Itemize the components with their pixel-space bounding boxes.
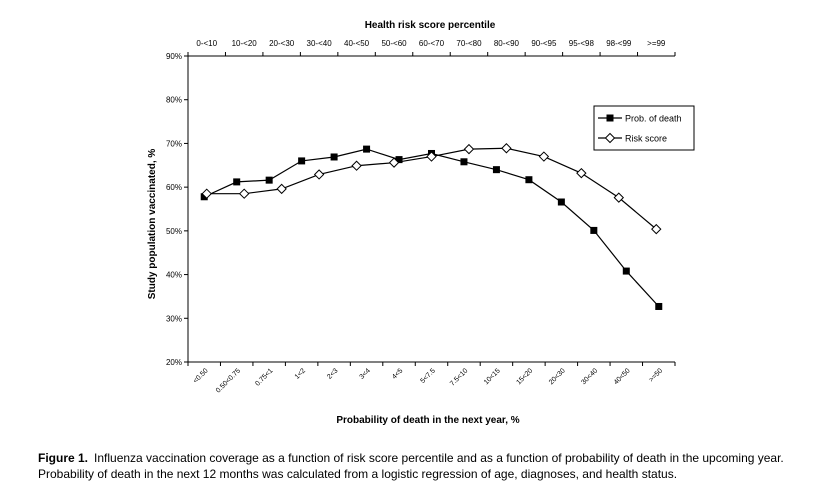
risk-score-data-point [313,169,325,180]
prob-of-death-data-point [265,176,273,184]
chart-legend: Prob. of death Risk score [593,105,695,151]
figure-caption: Figure 1. Influenza vaccination coverage … [38,450,808,482]
y-tick-label: 40% [166,271,182,280]
bottom-tick-label: 3<4 [359,367,372,380]
prob-of-death-data-point [525,176,533,184]
chart-ticks-layer: 20% 30% 40% 50% 60% 70% 80% 90% <0.50 0.50<0.75 0.… [166,39,676,395]
legend-label-prob-of-death: Prob. of death [625,114,682,124]
risk-score-data-point [238,188,250,199]
top-tick-label: 40-<50 [344,39,370,48]
legend-marker-risk-score [604,132,616,144]
y-axis-label: Study population vaccinated, % [147,149,158,300]
bottom-tick-label: 30<40 [580,367,599,386]
risk-score-data-point [426,151,437,162]
top-tick-label: 80-<90 [494,39,520,48]
bottom-tick-label: 0.75<1 [254,367,274,387]
bottom-tick-label: 15<20 [515,367,534,386]
top-tick-label: 95-<98 [569,39,595,48]
top-tick-label: 20-<30 [269,39,295,48]
line-chart: 20% 30% 40% 50% 60% 70% 80% 90% <0.50 0.50<0.75 0.… [147,20,695,426]
risk-score-data-point [276,183,287,195]
bottom-tick-label: 20<30 [548,367,567,386]
y-tick-label: 80% [166,96,182,105]
prob-of-death-data-point [460,158,468,166]
y-tick-label: 70% [166,139,182,148]
y-tick-label: 20% [166,358,182,367]
risk-score-data-point [388,157,400,168]
y-tick-label: 60% [166,183,182,192]
prob-of-death-data-point [655,302,663,310]
legend-label-risk-score: Risk score [625,134,667,144]
risk-score-data-point [538,151,550,162]
bottom-tick-label: 0.50<0.75 [215,367,242,394]
prob-of-death-data-point [233,178,241,186]
top-tick-label: 60-<70 [419,39,445,48]
prob-of-death-data-point [298,157,306,165]
legend-box [593,105,695,151]
prob-of-death-data-point [395,156,403,164]
prob-of-death-data-point [622,267,630,275]
y-tick-label: 90% [166,52,182,61]
prob-of-death-data-point [590,226,598,234]
prob-of-death-data-point [330,153,338,161]
risk-score-data-point [463,143,475,155]
risk-score-data-point [576,167,587,179]
risk-score-data-point [201,188,212,199]
bottom-tick-label: 40<50 [613,367,632,386]
top-tick-label: 30-<40 [307,39,333,48]
bottom-tick-label: <0.50 [192,367,210,385]
prob-of-death-data-point [200,193,208,201]
top-tick-label: 50-<60 [381,39,407,48]
chart-axes [187,55,675,363]
top-tick-label: 0-<10 [196,39,217,48]
top-tick-label: >=99 [647,39,666,48]
bottom-tick-label: 10<15 [483,367,502,386]
bottom-axis-label: Probability of death in the next year, % [336,415,519,426]
top-axis-label: Health risk score percentile [365,20,496,31]
y-tick-label: 30% [166,314,182,323]
risk-score-data-point [501,143,512,154]
risk-score-data-point [351,160,362,171]
bottom-tick-label: 5<7.5 [419,367,437,385]
bottom-tick-label: 1<2 [294,367,307,380]
bottom-tick-label: 2<3 [326,367,339,380]
top-tick-label: 98-<99 [606,39,632,48]
y-tick-label: 50% [166,227,182,236]
prob-of-death-data-point [557,198,565,206]
top-tick-label: 90-<95 [531,39,557,48]
risk-score-data-point [651,223,662,235]
chart-series-layer [200,143,663,310]
bottom-tick-label: >=50 [648,367,664,383]
figure-caption-text: Influenza vaccination coverage as a func… [38,451,784,481]
risk-score-data-point [613,192,625,203]
prob-of-death-data-point [363,145,371,153]
top-tick-label: 70-<80 [456,39,482,48]
bottom-tick-label: 4<5 [391,367,404,380]
legend-marker-prob-of-death [606,114,614,122]
prob-of-death-data-point [492,166,500,174]
bottom-tick-label: 7.5<10 [449,367,469,387]
figure-caption-label: Figure 1. [38,451,89,465]
top-tick-label: 10-<20 [232,39,258,48]
